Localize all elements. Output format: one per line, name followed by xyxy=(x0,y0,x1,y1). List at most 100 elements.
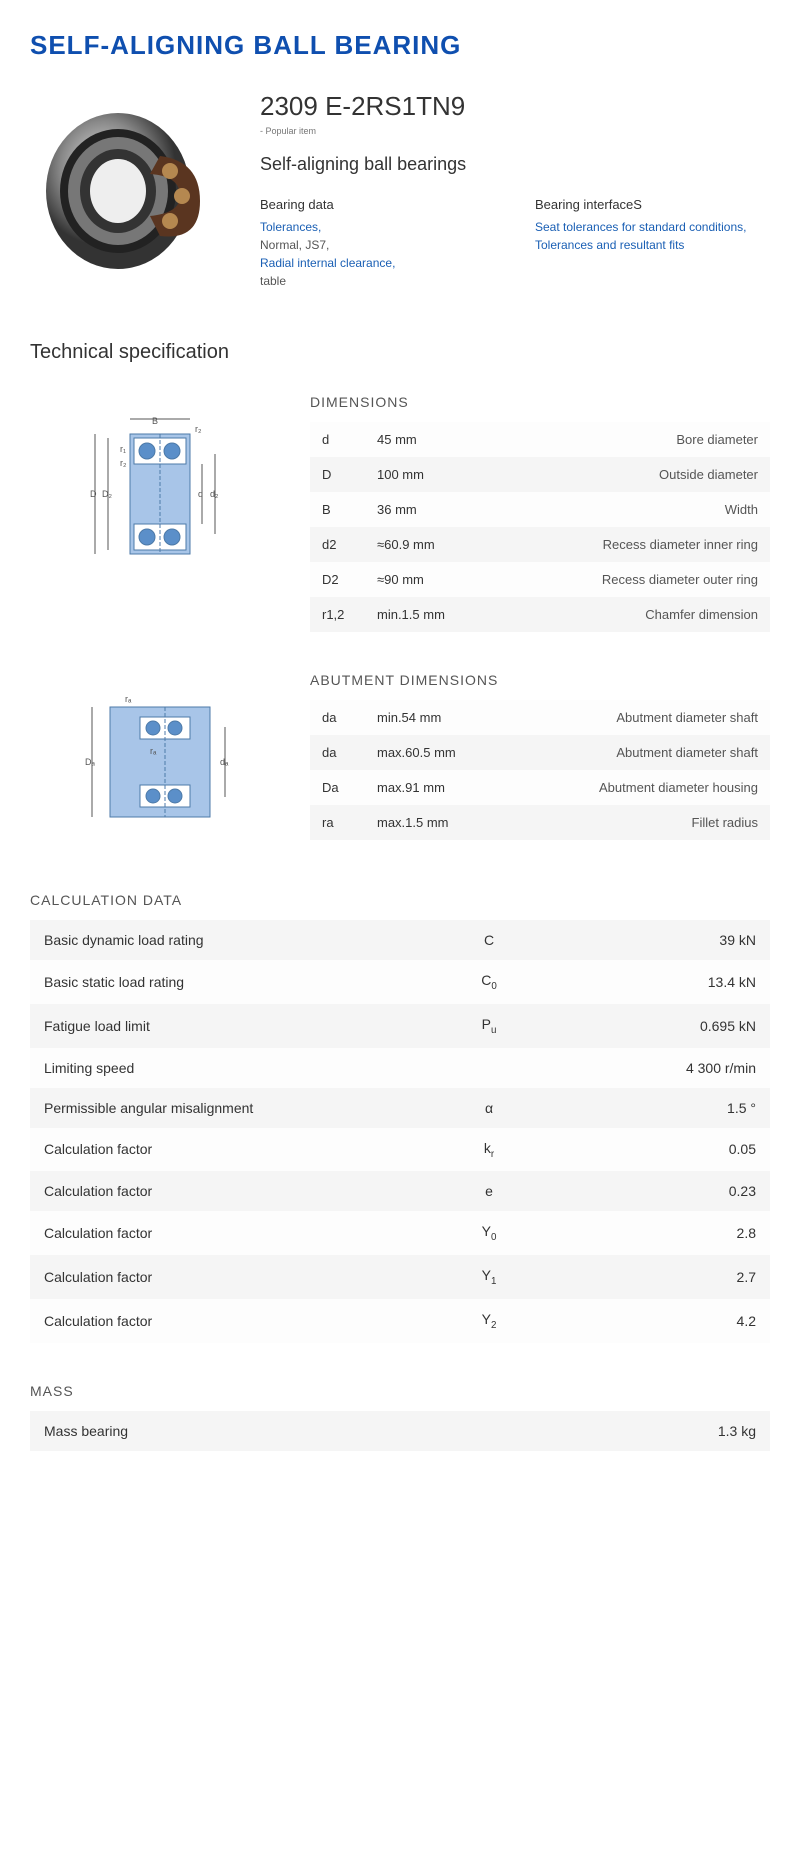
dim-desc: Recess diameter inner ring xyxy=(457,537,758,552)
bearing-interface-title: Bearing interfaceS xyxy=(535,197,770,212)
mass-label: Mass bearing xyxy=(44,1423,718,1439)
calc-value: 1.5 ° xyxy=(578,1100,756,1116)
dim-value: ≈90 mm xyxy=(377,572,457,587)
calc-label: Calculation factor xyxy=(44,1183,400,1199)
abut-value: max.60.5 mm xyxy=(377,745,457,760)
dim-desc: Bore diameter xyxy=(457,432,758,447)
abut-desc: Abutment diameter shaft xyxy=(457,745,758,760)
product-image xyxy=(30,91,230,291)
calc-label: Fatigue load limit xyxy=(44,1018,400,1034)
dim-symbol: d xyxy=(322,432,377,447)
abut-desc: Abutment diameter shaft xyxy=(457,710,758,725)
dimension-row: D 100 mm Outside diameter xyxy=(310,457,770,492)
dim-desc: Chamfer dimension xyxy=(457,607,758,622)
dim-symbol: B xyxy=(322,502,377,517)
abut-symbol: da xyxy=(322,745,377,760)
hero-section: 2309 E-2RS1TN9 - Popular item Self-align… xyxy=(30,91,770,291)
calc-label: Limiting speed xyxy=(44,1060,400,1076)
svg-text:rₐ: rₐ xyxy=(150,746,157,756)
dim-value: min.1.5 mm xyxy=(377,607,457,622)
dim-value: 45 mm xyxy=(377,432,457,447)
calc-value: 0.23 xyxy=(578,1183,756,1199)
abut-value: min.54 mm xyxy=(377,710,457,725)
calc-row: Calculation factor Y1 2.7 xyxy=(30,1255,770,1299)
calc-symbol: Y0 xyxy=(400,1223,578,1243)
dim-symbol: d2 xyxy=(322,537,377,552)
dimension-row: r1,2 min.1.5 mm Chamfer dimension xyxy=(310,597,770,632)
dim-desc: Outside diameter xyxy=(457,467,758,482)
abutment-diagram: rₐ rₐ Dₐ dₐ xyxy=(30,672,290,852)
tolerances-link[interactable]: Tolerances, xyxy=(260,218,495,236)
dimensions-diagram: B r₂ r₁ r₂ DD₂ dd₂ xyxy=(30,394,290,594)
dim-value: ≈60.9 mm xyxy=(377,537,457,552)
abut-desc: Abutment diameter housing xyxy=(457,780,758,795)
calc-label: Permissible angular misalignment xyxy=(44,1100,400,1116)
tech-spec-heading: Technical specification xyxy=(30,341,770,364)
popular-note: - Popular item xyxy=(260,126,770,136)
calc-row: Calculation factor Y2 4.2 xyxy=(30,1299,770,1343)
svg-text:r₁: r₁ xyxy=(120,444,126,454)
abut-desc: Fillet radius xyxy=(457,815,758,830)
radial-clearance-link[interactable]: Radial internal clearance, xyxy=(260,254,495,272)
product-subtitle: Self-aligning ball bearings xyxy=(260,154,770,175)
dim-symbol: D2 xyxy=(322,572,377,587)
calc-value: 2.8 xyxy=(578,1225,756,1241)
mass-row: Mass bearing 1.3 kg xyxy=(30,1411,770,1451)
dimension-row: d 45 mm Bore diameter xyxy=(310,422,770,457)
abutment-row: Da max.91 mm Abutment diameter housing xyxy=(310,770,770,805)
calculation-title: CALCULATION DATA xyxy=(30,892,770,908)
bearing-interface-column: Bearing interfaceS Seat tolerances for s… xyxy=(535,197,770,290)
calc-value: 0.05 xyxy=(578,1141,756,1157)
calc-symbol: e xyxy=(400,1183,578,1199)
calc-row: Calculation factor Y0 2.8 xyxy=(30,1211,770,1255)
dimension-row: d2 ≈60.9 mm Recess diameter inner ring xyxy=(310,527,770,562)
dimension-row: B 36 mm Width xyxy=(310,492,770,527)
dimension-row: D2 ≈90 mm Recess diameter outer ring xyxy=(310,562,770,597)
dim-desc: Width xyxy=(457,502,758,517)
calc-symbol: α xyxy=(400,1100,578,1116)
abut-symbol: ra xyxy=(322,815,377,830)
dim-desc: Recess diameter outer ring xyxy=(457,572,758,587)
svg-text:Dₐ: Dₐ xyxy=(85,757,95,767)
calc-symbol: kr xyxy=(400,1140,578,1160)
abutment-row: ra max.1.5 mm Fillet radius xyxy=(310,805,770,840)
calc-label: Calculation factor xyxy=(44,1225,400,1241)
calc-label: Calculation factor xyxy=(44,1313,400,1329)
calc-row: Fatigue load limit Pu 0.695 kN xyxy=(30,1004,770,1048)
calc-row: Permissible angular misalignment α 1.5 ° xyxy=(30,1088,770,1128)
dim-value: 36 mm xyxy=(377,502,457,517)
svg-text:r₂: r₂ xyxy=(195,424,202,434)
abut-symbol: da xyxy=(322,710,377,725)
svg-text:D: D xyxy=(90,489,97,499)
model-number: 2309 E-2RS1TN9 xyxy=(260,91,770,122)
svg-text:r₂: r₂ xyxy=(120,458,127,468)
seat-tolerances-link[interactable]: Seat tolerances for standard conditions, xyxy=(535,218,770,236)
bearing-data-column: Bearing data Tolerances, Normal, JS7, Ra… xyxy=(260,197,495,290)
svg-text:D₂: D₂ xyxy=(102,489,112,499)
calc-label: Basic static load rating xyxy=(44,974,400,990)
mass-value: 1.3 kg xyxy=(718,1423,756,1439)
normal-js7-text: Normal, JS7, xyxy=(260,236,495,254)
tolerances-resultant-link[interactable]: Tolerances and resultant fits xyxy=(535,236,770,254)
calc-symbol: Y1 xyxy=(400,1267,578,1287)
abutment-title: ABUTMENT DIMENSIONS xyxy=(310,672,770,688)
dimensions-title: DIMENSIONS xyxy=(310,394,770,410)
bearing-data-title: Bearing data xyxy=(260,197,495,212)
calc-label: Basic dynamic load rating xyxy=(44,932,400,948)
calc-label: Calculation factor xyxy=(44,1269,400,1285)
abut-value: max.1.5 mm xyxy=(377,815,457,830)
table-text: table xyxy=(260,272,495,290)
calc-row: Basic dynamic load rating C 39 kN xyxy=(30,920,770,960)
abutment-row: da min.54 mm Abutment diameter shaft xyxy=(310,700,770,735)
dim-symbol: r1,2 xyxy=(322,607,377,622)
calc-symbol: Pu xyxy=(400,1016,578,1036)
calc-row: Basic static load rating C0 13.4 kN xyxy=(30,960,770,1004)
calc-symbol: C xyxy=(400,932,578,948)
calc-symbol: Y2 xyxy=(400,1311,578,1331)
calc-row: Limiting speed 4 300 r/min xyxy=(30,1048,770,1088)
svg-text:rₐ: rₐ xyxy=(125,694,132,704)
calc-value: 0.695 kN xyxy=(578,1018,756,1034)
calc-value: 39 kN xyxy=(578,932,756,948)
calc-label: Calculation factor xyxy=(44,1141,400,1157)
abutment-row: da max.60.5 mm Abutment diameter shaft xyxy=(310,735,770,770)
